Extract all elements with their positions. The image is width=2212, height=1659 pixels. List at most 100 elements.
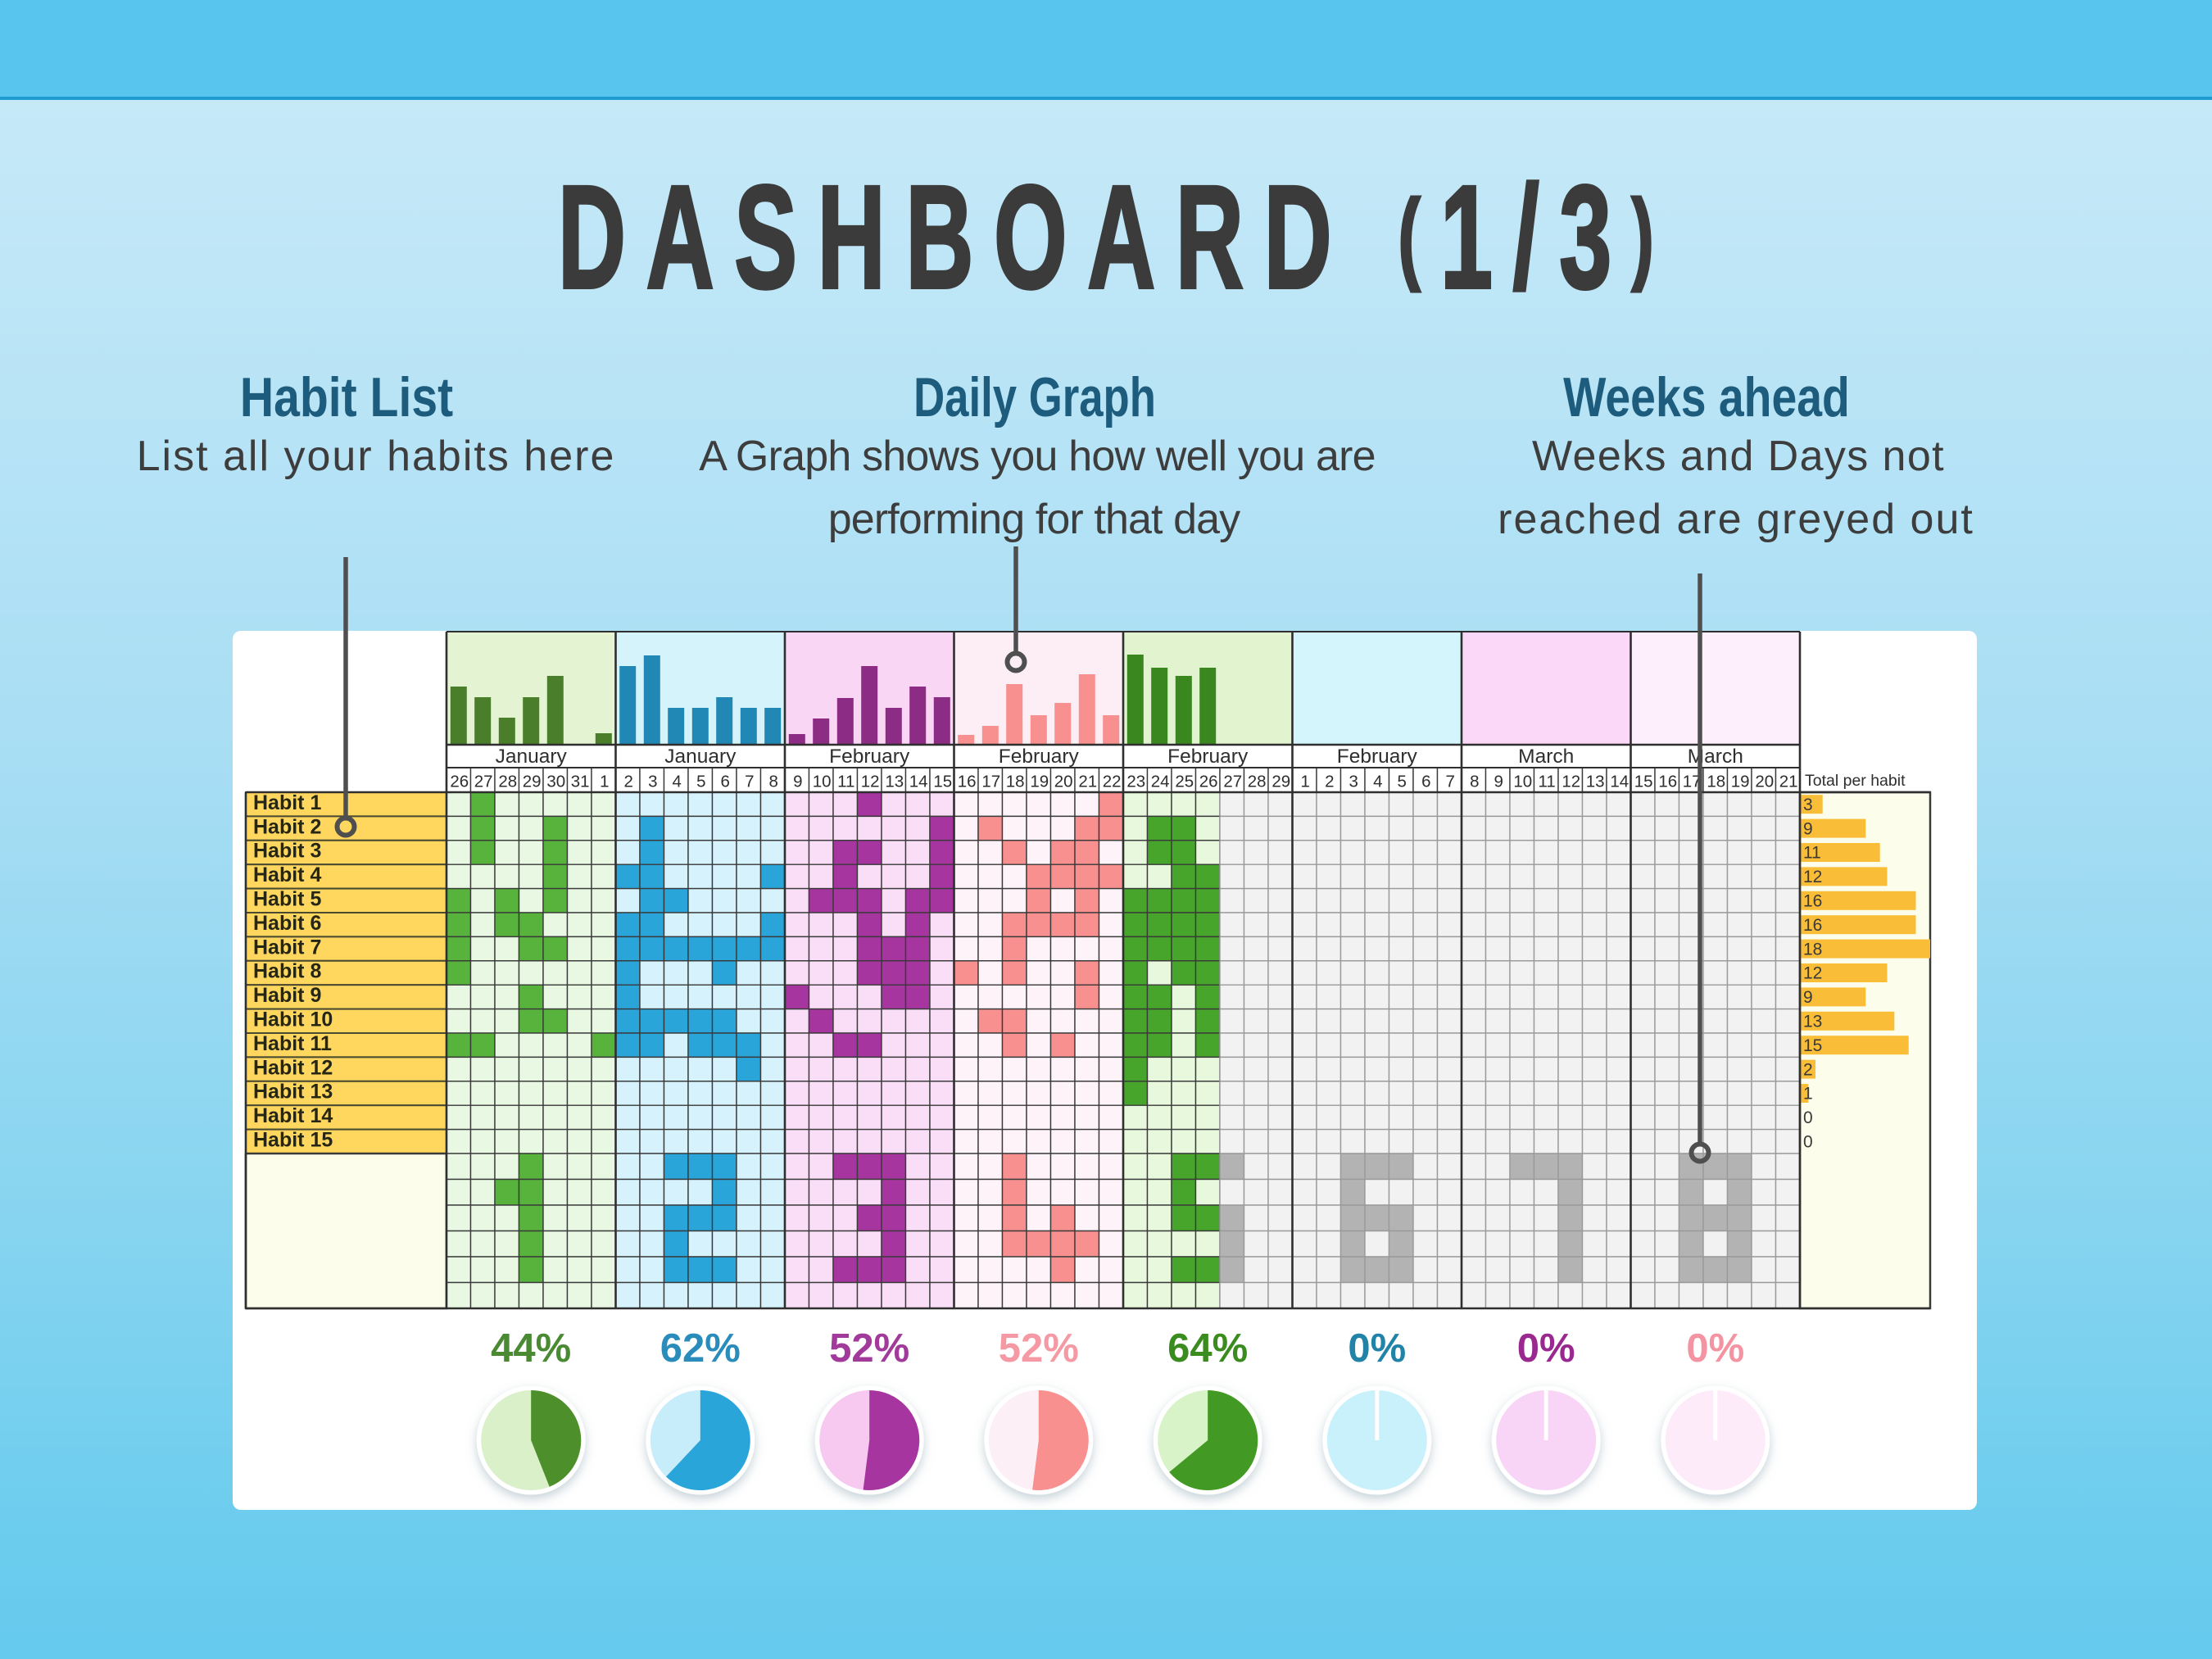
svg-text:3: 3 xyxy=(648,773,657,791)
svg-text:3: 3 xyxy=(1803,796,1813,814)
svg-text:0: 0 xyxy=(1803,1108,1813,1127)
svg-text:15: 15 xyxy=(1634,773,1653,791)
svg-text:11: 11 xyxy=(837,773,854,791)
svg-text:9: 9 xyxy=(1803,988,1813,1007)
svg-text:February: February xyxy=(999,746,1080,768)
svg-text:0%: 0% xyxy=(1517,1326,1575,1371)
svg-text:64%: 64% xyxy=(1167,1326,1248,1371)
svg-text:8: 8 xyxy=(768,773,777,791)
svg-text:February: February xyxy=(829,746,910,768)
svg-text:17: 17 xyxy=(981,773,1000,791)
svg-text:12: 12 xyxy=(1803,868,1822,886)
svg-text:Habit 15: Habit 15 xyxy=(253,1129,333,1152)
svg-text:Habit 5: Habit 5 xyxy=(253,888,321,911)
svg-text:24: 24 xyxy=(1151,773,1170,791)
svg-text:52%: 52% xyxy=(829,1326,909,1371)
svg-text:28: 28 xyxy=(1248,773,1267,791)
svg-text:Habit 13: Habit 13 xyxy=(253,1081,333,1104)
svg-text:28: 28 xyxy=(498,773,517,791)
svg-text:Habit 8: Habit 8 xyxy=(253,960,321,983)
svg-text:2: 2 xyxy=(1803,1060,1813,1079)
svg-text:62%: 62% xyxy=(660,1326,741,1371)
svg-text:26: 26 xyxy=(1199,773,1218,791)
svg-text:22: 22 xyxy=(1103,773,1122,791)
svg-text:15: 15 xyxy=(933,773,952,791)
svg-text:Habit 2: Habit 2 xyxy=(253,815,321,838)
svg-text:29: 29 xyxy=(523,773,542,791)
svg-text:19: 19 xyxy=(1030,773,1049,791)
svg-text:7: 7 xyxy=(1445,773,1454,791)
svg-text:18: 18 xyxy=(1803,940,1822,959)
svg-text:January: January xyxy=(496,746,568,768)
svg-text:February: February xyxy=(1337,746,1418,768)
svg-text:13: 13 xyxy=(1803,1013,1822,1031)
svg-text:20: 20 xyxy=(1054,773,1073,791)
svg-text:March: March xyxy=(1518,746,1574,768)
svg-text:1: 1 xyxy=(600,773,609,791)
svg-text:4: 4 xyxy=(672,773,681,791)
svg-text:19: 19 xyxy=(1731,773,1750,791)
svg-text:9: 9 xyxy=(1803,819,1813,838)
svg-text:12: 12 xyxy=(1562,773,1580,791)
svg-text:Habit 1: Habit 1 xyxy=(253,791,321,814)
svg-text:11: 11 xyxy=(1803,844,1821,863)
svg-text:10: 10 xyxy=(1513,773,1532,791)
svg-text:March: March xyxy=(1688,746,1743,768)
svg-text:2: 2 xyxy=(623,773,632,791)
svg-text:16: 16 xyxy=(1803,916,1822,935)
svg-text:Habit 9: Habit 9 xyxy=(253,984,321,1007)
svg-text:Habit 4: Habit 4 xyxy=(253,863,321,886)
svg-text:52%: 52% xyxy=(999,1326,1079,1371)
svg-text:January: January xyxy=(664,746,737,768)
svg-text:February: February xyxy=(1167,746,1249,768)
svg-text:Habit 6: Habit 6 xyxy=(253,912,321,935)
svg-text:11: 11 xyxy=(1539,773,1556,791)
svg-text:7: 7 xyxy=(745,773,754,791)
svg-text:5: 5 xyxy=(696,773,705,791)
svg-text:Habit 10: Habit 10 xyxy=(253,1009,333,1031)
svg-text:5: 5 xyxy=(1397,773,1406,791)
svg-text:12: 12 xyxy=(861,773,880,791)
svg-text:13: 13 xyxy=(1586,773,1605,791)
svg-text:15: 15 xyxy=(1803,1036,1822,1055)
svg-text:6: 6 xyxy=(1421,773,1430,791)
svg-text:16: 16 xyxy=(1803,892,1822,911)
svg-text:1: 1 xyxy=(1300,773,1309,791)
svg-text:3: 3 xyxy=(1349,773,1358,791)
svg-text:14: 14 xyxy=(909,773,928,791)
svg-text:9: 9 xyxy=(1494,773,1503,791)
svg-text:25: 25 xyxy=(1175,773,1194,791)
svg-text:31: 31 xyxy=(571,773,590,791)
svg-text:1: 1 xyxy=(1803,1085,1813,1104)
svg-text:14: 14 xyxy=(1610,773,1629,791)
svg-text:18: 18 xyxy=(1707,773,1725,791)
svg-text:4: 4 xyxy=(1373,773,1382,791)
svg-text:16: 16 xyxy=(1658,773,1677,791)
svg-text:20: 20 xyxy=(1755,773,1774,791)
svg-text:Habit 7: Habit 7 xyxy=(253,936,321,959)
svg-text:8: 8 xyxy=(1470,773,1479,791)
svg-text:Habit 14: Habit 14 xyxy=(253,1104,333,1127)
svg-text:21: 21 xyxy=(1078,773,1097,791)
svg-text:0%: 0% xyxy=(1348,1326,1406,1371)
svg-text:17: 17 xyxy=(1683,773,1702,791)
svg-text:0: 0 xyxy=(1803,1133,1813,1152)
svg-text:12: 12 xyxy=(1803,964,1822,983)
svg-text:Total per habit: Total per habit xyxy=(1805,772,1906,790)
svg-text:2: 2 xyxy=(1325,773,1334,791)
svg-text:10: 10 xyxy=(813,773,832,791)
svg-text:6: 6 xyxy=(720,773,729,791)
svg-text:21: 21 xyxy=(1779,773,1798,791)
svg-text:27: 27 xyxy=(474,773,493,791)
svg-text:29: 29 xyxy=(1271,773,1290,791)
svg-text:Habit 12: Habit 12 xyxy=(253,1056,333,1079)
svg-text:Habit 11: Habit 11 xyxy=(253,1032,332,1055)
svg-text:18: 18 xyxy=(1006,773,1025,791)
svg-text:16: 16 xyxy=(958,773,977,791)
svg-text:30: 30 xyxy=(546,773,565,791)
svg-text:0%: 0% xyxy=(1686,1326,1744,1371)
svg-text:9: 9 xyxy=(793,773,802,791)
svg-text:Habit 3: Habit 3 xyxy=(253,840,321,863)
svg-text:26: 26 xyxy=(450,773,469,791)
svg-text:13: 13 xyxy=(885,773,904,791)
